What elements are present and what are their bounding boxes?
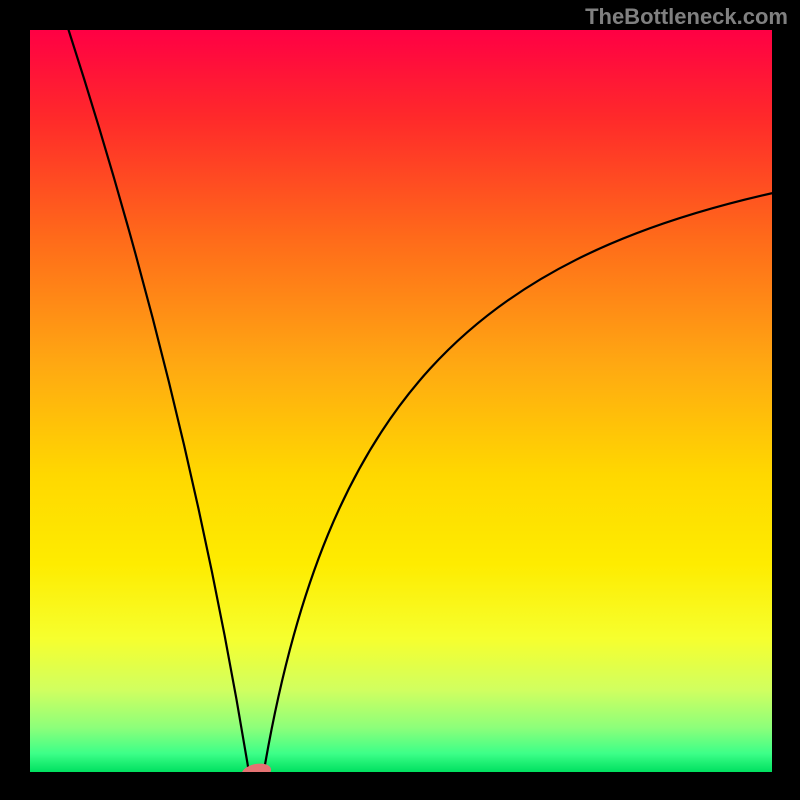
bottleneck-plot (30, 30, 772, 772)
chart-container: { "watermark": { "text": "TheBottleneck.… (0, 0, 800, 800)
gradient-background (30, 30, 772, 772)
watermark-text: TheBottleneck.com (585, 4, 788, 30)
